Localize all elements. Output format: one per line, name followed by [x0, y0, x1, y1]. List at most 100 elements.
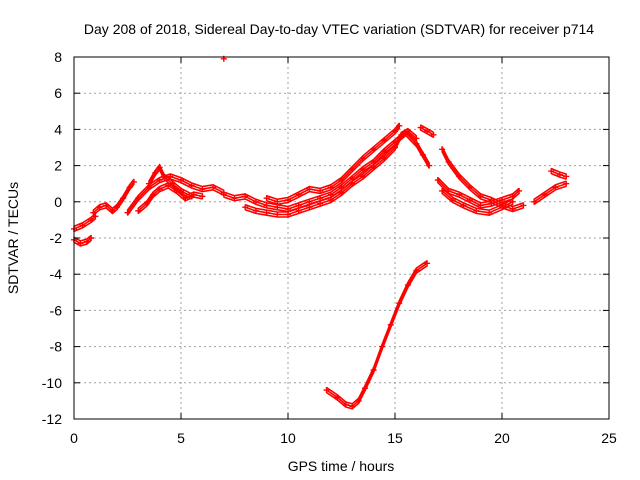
data-point — [103, 202, 110, 209]
data-point — [88, 235, 95, 241]
series-band — [266, 122, 400, 201]
x-tick-label: 10 — [280, 430, 296, 446]
data-point — [439, 146, 446, 153]
y-tick-label: -10 — [42, 375, 62, 391]
data-point — [338, 189, 345, 196]
data-point — [306, 204, 313, 211]
data-point — [306, 198, 313, 205]
data-point — [306, 186, 313, 193]
data-point — [199, 193, 206, 200]
data-point — [126, 184, 133, 191]
series-track-afternoon-b — [434, 177, 523, 209]
data-point — [370, 367, 377, 374]
data-point — [370, 146, 377, 153]
data-point — [285, 206, 291, 213]
data-point — [349, 180, 356, 187]
data-point — [556, 171, 563, 178]
y-tick-label: 2 — [54, 158, 62, 174]
data-point — [317, 187, 324, 194]
data-point — [349, 166, 356, 173]
series-band — [266, 125, 400, 203]
series-track-early-b — [90, 178, 137, 216]
data-point — [413, 140, 420, 147]
series-track-midday-b — [242, 127, 420, 218]
series-band — [73, 218, 96, 233]
data-point — [426, 162, 433, 169]
data-point — [424, 260, 431, 267]
data-point — [381, 148, 388, 155]
data-point — [499, 196, 505, 203]
y-tick-label: 4 — [54, 121, 62, 137]
x-axis-label: GPS time / hours — [288, 458, 395, 474]
data-point — [488, 196, 495, 203]
x-tick-label: 0 — [70, 430, 78, 446]
data-point — [486, 209, 493, 216]
series-track-afternoon-d — [439, 187, 516, 217]
series-track-evening — [531, 180, 570, 205]
series-band — [533, 180, 567, 200]
data-point — [381, 155, 388, 162]
data-point — [169, 180, 176, 187]
data-point — [231, 195, 238, 202]
series-track-early-a — [71, 213, 99, 233]
data-point — [417, 124, 424, 131]
series-band — [326, 260, 428, 405]
data-point — [456, 173, 463, 180]
data-point — [531, 198, 538, 205]
data-point — [143, 200, 150, 207]
data-point — [242, 193, 249, 200]
x-tick-label: 15 — [387, 430, 403, 446]
y-tick-label: 6 — [54, 85, 62, 101]
data-point — [499, 204, 505, 211]
data-point — [263, 209, 270, 216]
y-tick-label: -8 — [50, 339, 63, 355]
data-point — [327, 184, 334, 191]
data-point — [419, 151, 426, 158]
data-series — [71, 55, 570, 410]
data-point — [156, 177, 163, 184]
data-point — [274, 204, 281, 211]
y-tick-label: 0 — [54, 194, 62, 210]
data-point — [156, 164, 163, 171]
data-point — [434, 177, 441, 184]
data-point — [404, 128, 411, 135]
data-point — [317, 195, 324, 202]
data-point — [90, 209, 97, 216]
data-point — [359, 166, 366, 173]
data-point — [552, 184, 559, 191]
data-point — [362, 385, 369, 392]
data-point — [178, 177, 184, 184]
data-point — [516, 187, 523, 194]
data-point — [424, 128, 431, 135]
data-point — [156, 186, 163, 193]
data-point — [135, 195, 142, 202]
data-point — [509, 198, 516, 205]
series-band — [266, 127, 400, 206]
data-point — [188, 193, 195, 200]
x-tick-label: 5 — [177, 430, 185, 446]
data-point — [477, 193, 484, 200]
data-point — [317, 200, 324, 207]
data-point — [460, 202, 467, 209]
data-point — [387, 321, 394, 328]
data-point — [113, 204, 120, 211]
series-band — [326, 262, 428, 408]
series-track-midday-c — [263, 122, 403, 206]
series-track-dip — [323, 260, 431, 410]
data-point — [242, 204, 249, 211]
data-point — [477, 202, 484, 209]
data-point — [509, 206, 516, 213]
data-point — [295, 202, 302, 209]
series-band — [533, 182, 567, 203]
data-point — [355, 397, 362, 404]
data-point — [473, 207, 480, 214]
data-point — [124, 209, 131, 216]
data-point — [77, 240, 84, 247]
axis-ticks: 0 5 10 15 20 25 -12 -10 -8 -6 -4 -2 0 2 4 6 8 — [42, 49, 617, 446]
data-point — [188, 182, 195, 189]
data-point — [145, 180, 152, 187]
series-track-morning-a — [124, 173, 227, 216]
data-point — [263, 202, 270, 209]
data-point — [220, 191, 227, 198]
